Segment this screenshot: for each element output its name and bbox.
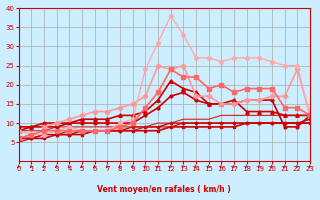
X-axis label: Vent moyen/en rafales ( km/h ): Vent moyen/en rafales ( km/h ) <box>98 185 231 194</box>
